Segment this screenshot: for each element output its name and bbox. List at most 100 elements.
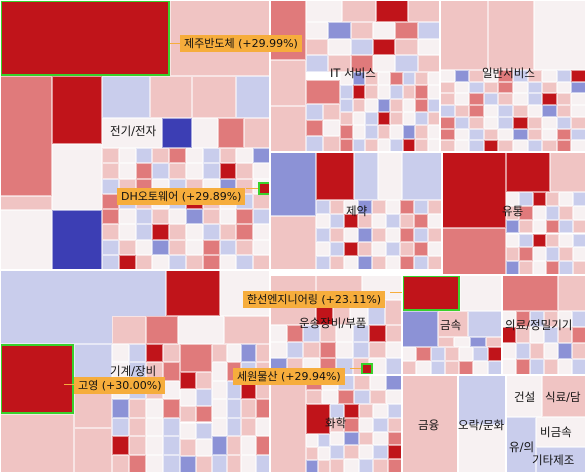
stock-tile[interactable] xyxy=(150,76,192,118)
stock-tile[interactable] xyxy=(369,341,386,359)
stock-tile[interactable] xyxy=(255,436,270,455)
stock-tile[interactable] xyxy=(488,0,534,70)
stock-tile[interactable] xyxy=(415,85,428,99)
stock-tile[interactable] xyxy=(572,261,586,275)
stock-tile[interactable] xyxy=(0,210,52,270)
stock-tile[interactable] xyxy=(358,214,372,228)
stock-tile[interactable] xyxy=(527,140,543,152)
stock-tile[interactable] xyxy=(340,112,353,126)
stock-tile[interactable] xyxy=(330,445,345,460)
stock-tile[interactable] xyxy=(559,219,573,234)
stock-tile[interactable] xyxy=(387,445,402,460)
stock-tile[interactable] xyxy=(344,228,358,242)
stock-tile[interactable] xyxy=(387,459,402,473)
stock-tile[interactable] xyxy=(444,361,460,375)
stock-tile[interactable] xyxy=(483,116,499,129)
stock-tile[interactable] xyxy=(146,344,163,363)
stock-tile[interactable] xyxy=(344,256,358,270)
stock-tile[interactable] xyxy=(372,214,386,228)
stock-tile[interactable] xyxy=(402,125,415,139)
stock-tile[interactable] xyxy=(319,325,336,342)
stock-tile[interactable] xyxy=(118,209,136,225)
stock-tile[interactable] xyxy=(52,144,102,210)
stock-tile[interactable] xyxy=(236,148,254,164)
stock-tile[interactable] xyxy=(558,343,572,359)
stock-tile[interactable] xyxy=(344,459,359,473)
stock-tile[interactable] xyxy=(506,205,520,220)
stock-tile[interactable] xyxy=(102,254,119,270)
stock-tile[interactable] xyxy=(469,140,484,152)
stock-tile[interactable] xyxy=(487,361,502,375)
highlight-hanshin-engineering[interactable] xyxy=(402,275,460,311)
stock-tile[interactable] xyxy=(330,417,345,432)
stock-tile[interactable] xyxy=(530,343,544,359)
stock-tile[interactable] xyxy=(440,81,455,94)
stock-tile[interactable] xyxy=(350,22,373,39)
stock-tile[interactable] xyxy=(163,436,180,455)
stock-tile[interactable] xyxy=(112,454,129,473)
stock-tile[interactable] xyxy=(344,445,359,460)
stock-tile[interactable] xyxy=(498,93,513,106)
stock-tile[interactable] xyxy=(169,209,186,225)
stock-tile[interactable] xyxy=(253,239,270,255)
highlight-dh-autoware[interactable] xyxy=(258,182,271,195)
stock-tile[interactable] xyxy=(202,148,220,164)
stock-tile[interactable] xyxy=(532,219,546,234)
stock-tile[interactable] xyxy=(377,85,390,99)
stock-tile[interactable] xyxy=(163,454,180,473)
stock-tile[interactable] xyxy=(402,347,417,361)
stock-tile[interactable] xyxy=(340,85,353,99)
stock-tile[interactable] xyxy=(542,105,557,117)
stock-tile[interactable] xyxy=(152,209,170,225)
stock-tile[interactable] xyxy=(253,148,270,164)
callout-goyoung[interactable]: 고영 (+30.00%) xyxy=(74,377,166,394)
stock-tile[interactable] xyxy=(169,148,186,164)
stock-tile[interactable] xyxy=(556,140,572,152)
stock-tile[interactable] xyxy=(417,22,440,39)
stock-tile[interactable] xyxy=(0,196,52,210)
stock-tile[interactable] xyxy=(330,404,345,418)
stock-tile[interactable] xyxy=(469,81,484,94)
stock-tile[interactable] xyxy=(236,239,254,255)
stock-tile[interactable] xyxy=(498,128,513,141)
stock-tile[interactable] xyxy=(129,436,146,455)
stock-tile[interactable] xyxy=(544,311,558,327)
stock-tile[interactable] xyxy=(414,200,428,214)
stock-tile[interactable] xyxy=(546,261,560,275)
stock-tile[interactable] xyxy=(373,417,388,432)
stock-tile[interactable] xyxy=(318,460,330,473)
stock-tile[interactable] xyxy=(572,233,586,248)
stock-tile[interactable] xyxy=(152,254,170,270)
stock-tile[interactable] xyxy=(212,344,227,363)
stock-tile[interactable] xyxy=(558,327,572,343)
stock-tile[interactable] xyxy=(344,417,359,432)
stock-tile[interactable] xyxy=(506,261,520,275)
stock-tile[interactable] xyxy=(358,228,372,242)
stock-tile[interactable] xyxy=(102,239,119,255)
stock-tile[interactable] xyxy=(180,344,212,372)
stock-tile[interactable] xyxy=(506,247,520,262)
stock-tile[interactable] xyxy=(416,347,431,361)
stock-tile[interactable] xyxy=(498,105,513,117)
stock-tile[interactable] xyxy=(519,261,533,275)
stock-tile[interactable] xyxy=(440,116,455,129)
stock-tile[interactable] xyxy=(571,93,586,106)
stock-tile[interactable] xyxy=(196,456,212,473)
stock-tile[interactable] xyxy=(513,116,528,129)
stock-tile[interactable] xyxy=(52,76,102,144)
stock-tile[interactable] xyxy=(550,152,586,192)
stock-tile[interactable] xyxy=(352,125,365,139)
stock-tile[interactable] xyxy=(330,214,344,228)
stock-tile[interactable] xyxy=(385,325,402,342)
stock-tile[interactable] xyxy=(468,311,502,337)
stock-tile[interactable] xyxy=(385,358,402,375)
stock-tile[interactable] xyxy=(316,214,330,228)
stock-tile[interactable] xyxy=(506,417,536,473)
stock-tile[interactable] xyxy=(556,81,572,94)
stock-tile[interactable] xyxy=(498,140,513,152)
stock-tile[interactable] xyxy=(365,125,378,139)
stock-tile[interactable] xyxy=(102,148,119,164)
stock-tile[interactable] xyxy=(428,200,442,214)
stock-tile[interactable] xyxy=(196,372,212,389)
stock-tile[interactable] xyxy=(390,72,403,86)
